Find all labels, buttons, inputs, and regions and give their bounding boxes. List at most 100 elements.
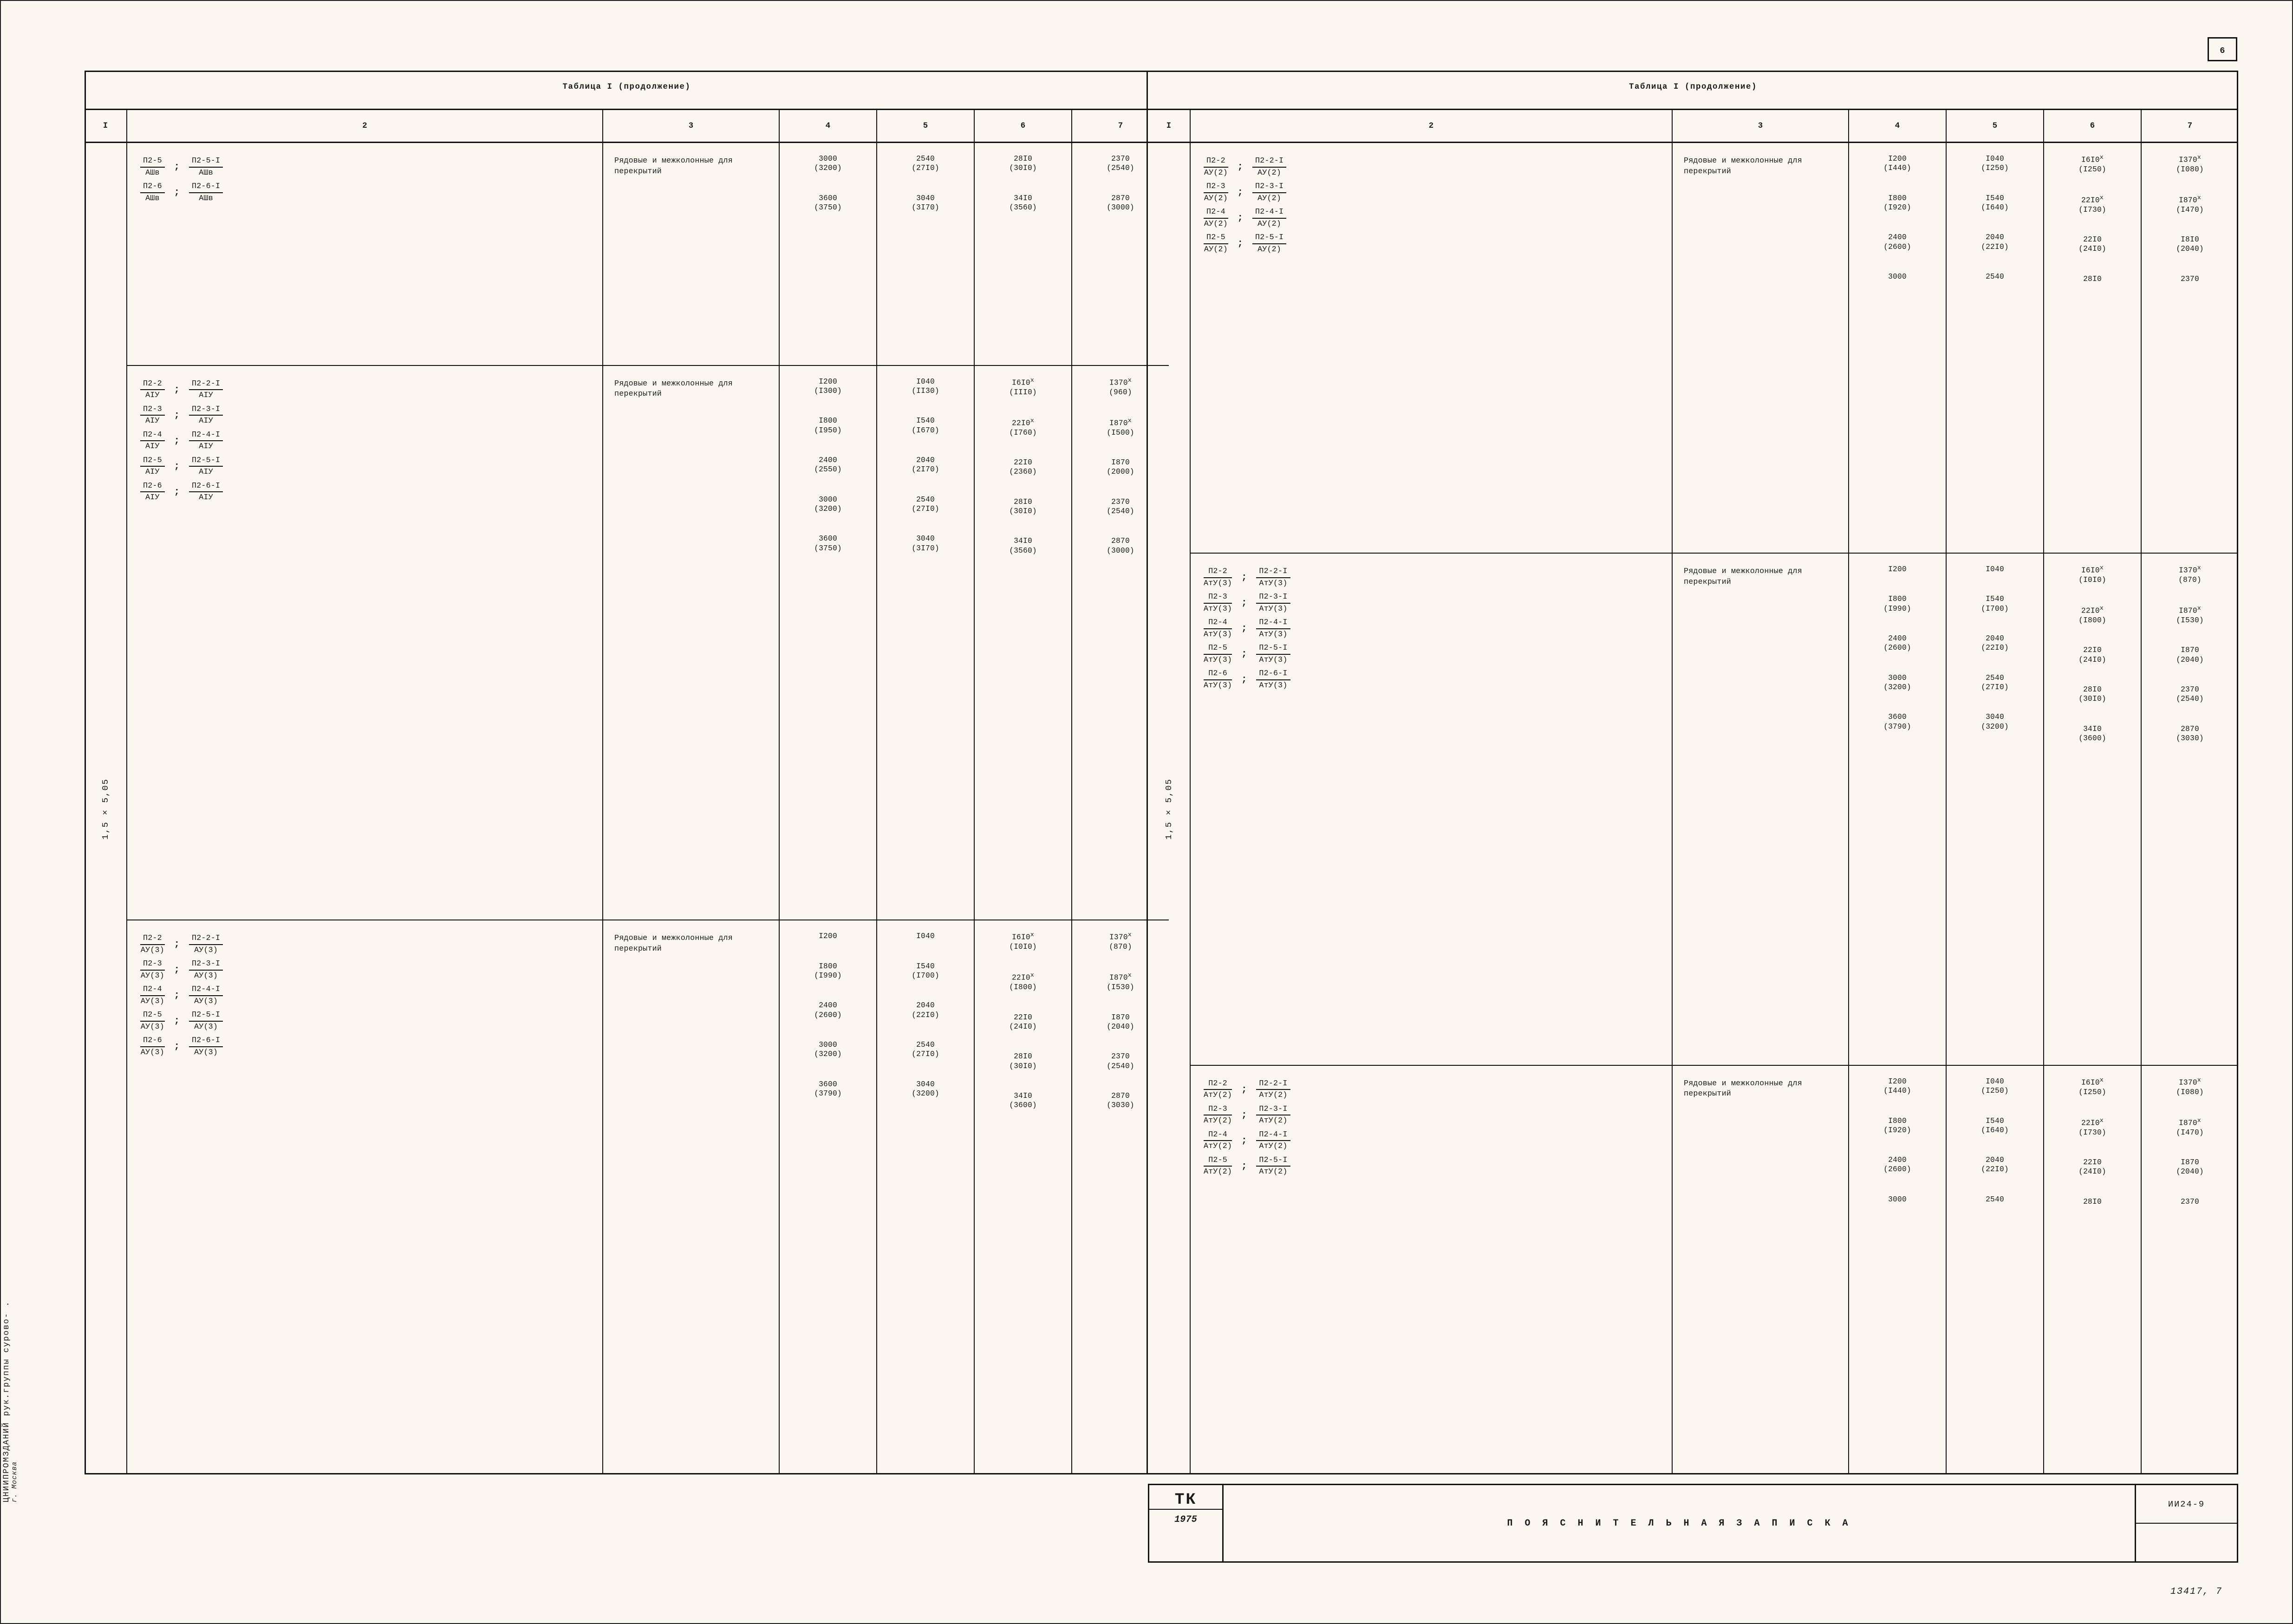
fraction-denominator: АШв (140, 168, 165, 177)
col-4: I200(I440)I800(I920)2400(2600)3000I200I8… (1848, 143, 1946, 1474)
numeric-cell: 3000(3200) (780, 1029, 876, 1069)
numeric-cell: 22I0x(I730) (2044, 1106, 2141, 1147)
fraction-label: П2-4АтУ(3) (1204, 619, 1232, 639)
col2-block: П2-2АУ(2);П2-2-IАУ(2)П2-3АУ(2);П2-3-IАУ(… (1191, 143, 1672, 553)
numeric-cell: 22I0(24I0) (975, 1002, 1071, 1041)
value-paren: (I080) (2143, 1088, 2236, 1097)
separator-icon: ; (174, 965, 180, 975)
value-paren: (27I0) (879, 1050, 972, 1059)
numeric-block: I6I0x(III0)22I0x(I760)22I0(2360)28I0(30I… (975, 365, 1071, 920)
col-header-2: 2 (126, 110, 602, 142)
footnote-mark: x (1030, 417, 1034, 424)
numeric-cell: I200(I300) (780, 366, 876, 405)
numeric-cell: 2400(2600) (780, 990, 876, 1029)
fraction-denominator: АтУ(3) (1256, 680, 1290, 690)
col-2: П2-5АШв;П2-5-IАШвП2-6АШв;П2-6-IАШвП2-2АI… (126, 143, 602, 1474)
label-pair: П2-6АIУ;П2-6-IАIУ (140, 482, 589, 502)
value-paren: (I640) (1948, 203, 2041, 212)
value-paren: (2I70) (879, 465, 972, 474)
numeric-cell: 3000(3200) (1849, 662, 1946, 702)
footnote-mark: x (2100, 565, 2104, 572)
fraction-label: П2-6АШв (140, 183, 165, 202)
value-paren: (24I0) (2046, 655, 2139, 665)
value-paren: (I950) (782, 426, 874, 435)
label-pair: П2-3АтУ(3);П2-3-IАтУ(3) (1204, 593, 1659, 613)
value-paren: (3200) (1851, 683, 1944, 692)
left-table: Таблица I (продолжение) I 2 3 4 5 6 7 1,… (85, 71, 1169, 1474)
separator-icon: ; (1241, 1110, 1247, 1121)
numeric-cell: I6I0x(III0) (975, 366, 1071, 406)
numeric-cell: I200 (780, 920, 876, 950)
col-3: Рядовые и межколонные для перекрытийРядо… (602, 143, 779, 1474)
fraction-label: П2-5-IАУ(2) (1252, 234, 1286, 254)
fraction-numerator: П2-3 (1204, 1105, 1232, 1116)
fraction-denominator: АтУ(3) (1204, 578, 1232, 588)
label-pair: П2-3АУ(3);П2-3-IАУ(3) (140, 960, 589, 980)
numeric-cell: I540(I700) (1947, 583, 2043, 623)
fraction-denominator: АУ(3) (189, 945, 223, 955)
fraction-denominator: АIУ (189, 416, 223, 425)
col-header-4: 4 (1848, 110, 1946, 142)
footnote-mark: x (2100, 1117, 2104, 1124)
value-paren: (30I0) (2046, 694, 2139, 704)
separator-icon: ; (174, 487, 180, 497)
value-paren: (2600) (782, 1011, 874, 1020)
numeric-cell: 3000 (1849, 1184, 1946, 1213)
separator-icon: ; (174, 187, 180, 198)
numeric-cell: I870(2040) (2142, 1147, 2238, 1186)
fraction-label: П2-2-IАУ(2) (1252, 157, 1286, 177)
fraction-denominator: АIУ (140, 416, 165, 425)
value-paren: (III0) (977, 388, 1069, 397)
numeric-cell: 22I0(2360) (975, 447, 1071, 486)
fraction-denominator: АIУ (189, 390, 223, 400)
value-paren: (3I70) (879, 544, 972, 553)
numeric-cell: I6I0x(I0I0) (975, 920, 1071, 961)
fraction-label: П2-5-IАтУ(2) (1256, 1156, 1290, 1176)
numeric-cell: 2400(2600) (1849, 623, 1946, 662)
numeric-block: I040(II30)I540(I670)2040(2I70)2540(27I0)… (877, 365, 974, 920)
fraction-numerator: П2-3-I (1252, 183, 1286, 193)
fraction-numerator: П2-2 (1204, 567, 1232, 578)
fraction-numerator: П2-4 (1204, 208, 1228, 219)
fraction-label: П2-3АтУ(2) (1204, 1105, 1232, 1125)
value-paren: (I730) (2046, 205, 2139, 215)
fraction-denominator: АтУ(3) (1204, 680, 1232, 690)
fraction-numerator: П2-4-I (189, 431, 223, 442)
fraction-denominator: АIУ (140, 467, 165, 476)
numeric-cell: 2540 (1947, 261, 2043, 291)
separator-icon: ; (174, 436, 180, 446)
fraction-denominator: АтУ(3) (1204, 604, 1232, 613)
col3-text: Рядовые и межколонные для перекрытий (603, 143, 779, 365)
value-paren: (870) (2143, 575, 2236, 585)
numeric-block: I370x(870)I870x(I530)I870(2040)2370(2540… (2142, 553, 2238, 1065)
label-pair: П2-3АУ(2);П2-3-IАУ(2) (1204, 183, 1659, 202)
title-block: ТК 1975 П О Я С Н И Т Е Л Ь Н А Я З А П … (1148, 1484, 2238, 1563)
right-table: Таблица I (продолжение) I 2 3 4 5 6 7 1,… (1148, 71, 2238, 1474)
fraction-numerator: П2-2 (1204, 1080, 1232, 1090)
value-paren: (I470) (2143, 1128, 2236, 1137)
value-paren: (2600) (1851, 643, 1944, 652)
label-pair: П2-5АIУ;П2-5-IАIУ (140, 457, 589, 476)
fraction-label: П2-2-IАтУ(2) (1256, 1080, 1290, 1100)
numeric-cell: I040 (1947, 554, 2043, 583)
numeric-cell: 22I0x(I760) (975, 406, 1071, 447)
numeric-cell: I370x(870) (2142, 554, 2238, 594)
separator-icon: ; (174, 162, 180, 172)
footnote-mark: x (2197, 605, 2201, 612)
value-paren: (3560) (977, 546, 1069, 555)
fraction-numerator: П2-4-I (1256, 1131, 1290, 1141)
numeric-cell: 3000(3200) (780, 143, 876, 183)
label-pair: П2-4АтУ(2);П2-4-IАтУ(2) (1204, 1131, 1659, 1151)
fraction-label: П2-5АШв (140, 157, 165, 177)
fraction-denominator: АУ(3) (140, 1047, 165, 1057)
numeric-cell: I200(I440) (1849, 1066, 1946, 1105)
footnote-mark: x (2100, 605, 2104, 612)
value-paren: (3750) (782, 203, 874, 212)
tk-year: 1975 (1149, 1510, 1222, 1525)
fraction-denominator: АIУ (140, 441, 165, 451)
numeric-block: I6I0x(I0I0)22I0x(I800)22I0(24I0)28I0(30I… (2044, 553, 2141, 1065)
fraction-label: П2-4АтУ(2) (1204, 1131, 1232, 1151)
label-pair: П2-2АтУ(2);П2-2-IАтУ(2) (1204, 1080, 1659, 1100)
separator-icon: ; (1241, 649, 1247, 659)
value-paren: (3200) (879, 1089, 972, 1098)
